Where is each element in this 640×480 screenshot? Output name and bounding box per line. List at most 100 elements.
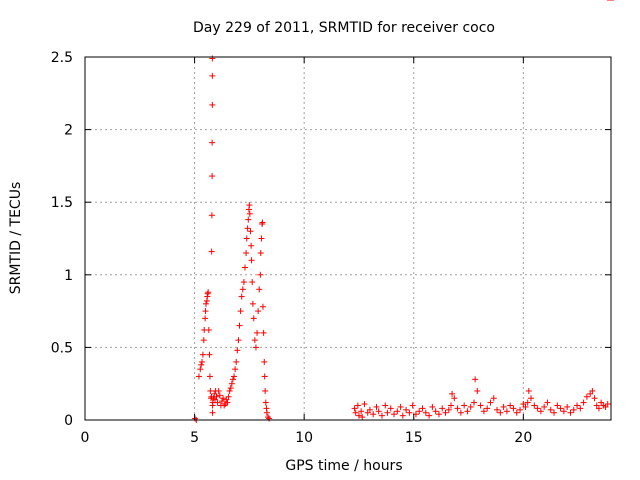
data-point <box>355 412 362 419</box>
data-point <box>202 315 209 322</box>
data-point <box>442 409 449 416</box>
x-axis-label: GPS time / hours <box>285 458 402 474</box>
data-point <box>359 414 366 421</box>
data-point <box>541 403 548 410</box>
y-axis-label: SRMTID / TECUs <box>8 182 24 295</box>
data-point <box>243 250 250 257</box>
data-point <box>490 395 497 402</box>
data-point <box>261 358 268 365</box>
data-point <box>480 408 487 415</box>
data-point <box>213 393 220 400</box>
data-point <box>591 395 598 402</box>
data-point <box>547 406 554 413</box>
data-point <box>208 248 215 255</box>
data-point <box>544 399 551 406</box>
data-point <box>517 406 524 413</box>
data-point <box>262 399 269 406</box>
data-point <box>531 402 538 409</box>
data-point <box>208 212 215 219</box>
data-point <box>358 408 365 415</box>
y-tick-label: 1 <box>64 268 73 284</box>
data-point <box>206 373 213 380</box>
data-point <box>378 412 385 419</box>
data-point <box>580 399 587 406</box>
data-point <box>537 408 544 415</box>
data-point <box>567 409 574 416</box>
data-point <box>373 403 380 410</box>
tick-labels: 0 5 10 15 20 0 0.5 1 1.5 2 2.5 <box>51 50 533 446</box>
data-point <box>467 403 474 410</box>
data-point <box>250 315 257 322</box>
data-point <box>231 373 238 380</box>
data-point <box>209 101 216 108</box>
chart-title: Day 229 of 2011, SRMTID for receiver coc… <box>193 20 495 36</box>
x-tick-label: 10 <box>295 430 313 446</box>
data-point <box>199 351 206 358</box>
y-tick-label: 2.5 <box>51 50 73 66</box>
data-point <box>583 393 590 400</box>
data-point <box>243 235 250 242</box>
data-point <box>265 414 272 421</box>
data-point <box>247 228 254 235</box>
data-point <box>224 399 231 406</box>
data-point <box>484 405 491 412</box>
data-point <box>241 264 248 271</box>
data-points <box>192 0 614 423</box>
data-point <box>352 409 359 416</box>
x-tick-label: 15 <box>405 430 423 446</box>
data-point <box>251 337 258 344</box>
data-point <box>574 402 581 409</box>
data-point <box>235 337 242 344</box>
data-point <box>220 395 227 402</box>
data-point <box>354 402 361 409</box>
data-point <box>232 366 239 373</box>
data-point <box>237 308 244 315</box>
data-point <box>266 415 273 422</box>
data-point <box>382 402 389 409</box>
data-point <box>228 380 235 387</box>
data-point <box>197 366 204 373</box>
data-point <box>497 409 504 416</box>
data-point <box>426 412 433 419</box>
plot-border <box>84 56 612 421</box>
data-point <box>262 387 269 394</box>
data-point <box>464 408 471 415</box>
y-tick-label: 1.5 <box>51 195 73 211</box>
data-point <box>589 387 596 394</box>
data-point <box>259 303 266 310</box>
data-point <box>394 408 401 415</box>
data-point <box>255 308 262 315</box>
data-point <box>500 403 507 410</box>
data-point <box>528 395 535 402</box>
data-point <box>557 405 564 412</box>
data-point <box>361 401 368 408</box>
data-point <box>449 390 456 397</box>
x-tick-label: 20 <box>514 430 532 446</box>
data-point <box>494 406 501 413</box>
data-point <box>416 408 423 415</box>
data-point <box>429 403 436 410</box>
data-point <box>461 402 468 409</box>
data-point <box>260 329 267 336</box>
data-point <box>403 406 410 413</box>
data-point <box>249 279 256 286</box>
data-point <box>229 376 236 383</box>
data-point <box>209 72 216 79</box>
data-point <box>236 322 243 329</box>
data-point <box>454 405 461 412</box>
data-point <box>457 409 464 416</box>
data-point <box>351 405 358 412</box>
data-point <box>254 329 261 336</box>
data-point <box>432 408 439 415</box>
data-point <box>246 210 253 217</box>
data-point <box>206 351 213 358</box>
data-point <box>387 405 394 412</box>
data-point <box>225 393 232 400</box>
data-point <box>445 406 452 413</box>
data-point <box>209 173 216 180</box>
axis-ticks <box>84 56 611 421</box>
data-point <box>570 406 577 413</box>
data-point <box>202 300 209 307</box>
